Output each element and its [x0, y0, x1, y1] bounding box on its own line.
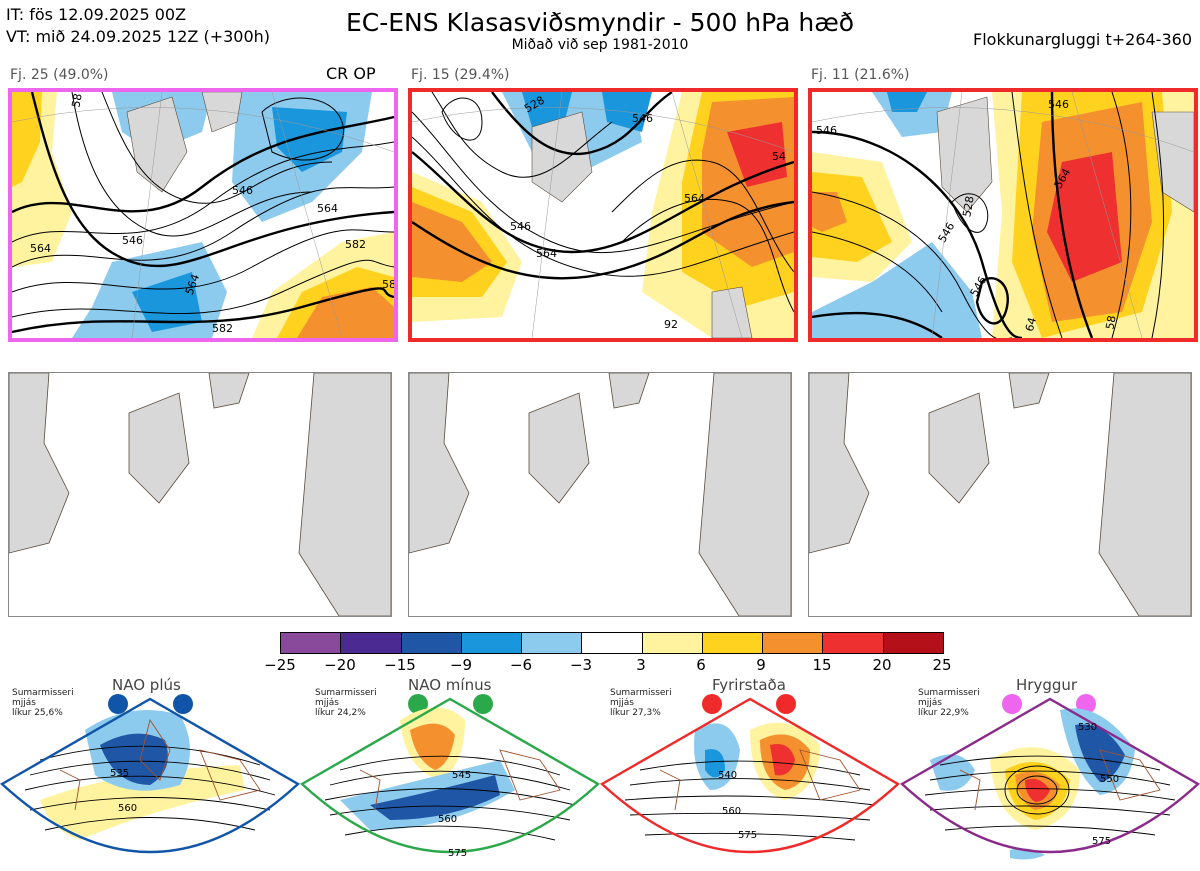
contour-label: 58 — [382, 278, 396, 291]
contour-label: 582 — [212, 322, 233, 335]
contour-label: 564 — [317, 202, 338, 215]
regime-dot — [108, 694, 128, 714]
regime-contour-label: 575 — [738, 830, 758, 841]
colorbar-tick: 20 — [872, 656, 892, 674]
contour-label: 546 — [816, 124, 837, 137]
regime-map-2[interactable] — [300, 690, 600, 871]
regime-contour-label: 560 — [722, 806, 742, 817]
colorbar-segment — [401, 633, 462, 653]
regime-contour-label: 575 — [1092, 836, 1112, 847]
cluster-2-label: Fj. 15 (29.4%) — [411, 67, 510, 83]
valid-time: VT: mið 24.09.2025 12Z (+300h) — [6, 27, 271, 46]
contour-label: 92 — [664, 318, 678, 331]
regime-1-meta: Sumarmisseri mjjás líkur 25,6% — [12, 688, 74, 718]
colorbar-segment — [883, 633, 943, 653]
cluster-3-label: Fj. 11 (21.6%) — [811, 67, 910, 83]
regime-3-name: Fyrirstaða — [712, 676, 786, 694]
regime-2-meta: Sumarmisseri mjjás líkur 24,2% — [315, 688, 377, 718]
regime-probability: líkur 24,2% — [315, 708, 366, 718]
colorbar-segment — [281, 633, 342, 653]
regime-map-3[interactable] — [600, 690, 900, 871]
regime-map-1[interactable] — [0, 690, 300, 871]
regime-4-name: Hryggur — [1016, 676, 1078, 694]
page-title: EC-ENS Klasasviðsmyndir - 500 hPa hæð — [345, 8, 855, 37]
colorbar-segment — [642, 633, 703, 653]
colorbar-segment — [823, 633, 884, 653]
colorbar-tick: −3 — [569, 656, 593, 674]
regime-2-name: NAO mínus — [408, 676, 492, 694]
issue-time: IT: fös 12.09.2025 00Z — [6, 5, 187, 24]
regime-months: mjjás — [918, 698, 942, 708]
colorbar-tick: 9 — [756, 656, 766, 674]
colorbar-tick: −9 — [449, 656, 473, 674]
contour-label: 546 — [632, 112, 653, 125]
header-times: IT: fös 12.09.2025 00Z VT: mið 24.09.202… — [6, 4, 270, 48]
cluster-1-tag: CR OP — [326, 64, 376, 83]
colorbar-tick: 6 — [696, 656, 706, 674]
regime-contour-label: 535 — [110, 768, 130, 779]
regime-dot — [702, 694, 722, 714]
contour-label: 58 — [69, 92, 85, 109]
cluster-map-1[interactable]: 546 546 564 564 564 582 58 58 582 — [8, 88, 398, 342]
contour-label: 546 — [232, 184, 253, 197]
colorbar-segment — [341, 633, 402, 653]
regime-contour-label: 540 — [718, 770, 738, 781]
colorbar-segment — [582, 633, 643, 653]
regime-season: Sumarmisseri — [12, 688, 74, 698]
contour-label: 582 — [345, 238, 366, 251]
regime-season: Sumarmisseri — [315, 688, 377, 698]
cluster-map-3[interactable]: 546 546 564 528 546 64 58 546 — [808, 88, 1198, 342]
regime-probability: líkur 22,9% — [918, 708, 969, 718]
regime-probability: líkur 27,3% — [610, 708, 661, 718]
regime-contour-label: 575 — [448, 848, 468, 859]
regime-months: mjjás — [12, 698, 36, 708]
cluster-window: Flokkunargluggi t+264-360 — [973, 30, 1192, 49]
colorbar-tick: −25 — [264, 656, 296, 674]
regime-dot — [408, 694, 428, 714]
regime-contour-label: 560 — [118, 803, 138, 814]
regime-3-meta: Sumarmisseri mjjás líkur 27,3% — [610, 688, 672, 718]
regime-map-4[interactable] — [900, 690, 1200, 871]
regime-dot — [1002, 694, 1022, 714]
colorbar-segment — [702, 633, 764, 653]
contour-label: 546 — [122, 234, 143, 247]
regime-contour-label: 560 — [438, 814, 458, 825]
contour-label: 54 — [772, 150, 786, 163]
colorbar — [280, 632, 944, 654]
base-map-2[interactable] — [408, 372, 792, 617]
colorbar-segment — [763, 633, 824, 653]
colorbar-segment — [461, 633, 523, 653]
regime-contour-label: 530 — [1078, 722, 1098, 733]
regime-contour-label: 545 — [452, 770, 472, 781]
base-map-3[interactable] — [808, 372, 1192, 617]
colorbar-tick: −15 — [384, 656, 416, 674]
contour-label: 564 — [30, 242, 51, 255]
regime-season: Sumarmisseri — [918, 688, 980, 698]
page-subtitle: Miðað við sep 1981-2010 — [511, 37, 689, 53]
colorbar-tick: −20 — [324, 656, 356, 674]
regime-contour-label: 550 — [1100, 774, 1120, 785]
regime-months: mjjás — [315, 698, 339, 708]
base-map-1[interactable] — [8, 372, 392, 617]
colorbar-tick: 3 — [636, 656, 646, 674]
colorbar-segment — [522, 633, 583, 653]
regime-months: mjjás — [610, 698, 634, 708]
regime-dot — [173, 694, 193, 714]
cluster-1-label: Fj. 25 (49.0%) — [10, 67, 109, 83]
contour-label: 546 — [1048, 98, 1069, 111]
regime-dot — [473, 694, 493, 714]
contour-label: 58 — [1103, 314, 1119, 331]
regime-probability: líkur 25,6% — [12, 708, 63, 718]
contour-label: 564 — [684, 192, 705, 205]
regime-1-name: NAO plús — [112, 676, 181, 694]
contour-label: 564 — [536, 247, 557, 260]
regime-4-meta: Sumarmisseri mjjás líkur 22,9% — [918, 688, 980, 718]
cluster-map-2[interactable]: 528 546 546 564 564 54 92 — [408, 88, 798, 342]
colorbar-tick: 15 — [812, 656, 832, 674]
colorbar-tick: −6 — [509, 656, 533, 674]
contour-label: 546 — [510, 220, 531, 233]
regime-dot — [776, 694, 796, 714]
colorbar-tick: 25 — [932, 656, 952, 674]
regime-season: Sumarmisseri — [610, 688, 672, 698]
